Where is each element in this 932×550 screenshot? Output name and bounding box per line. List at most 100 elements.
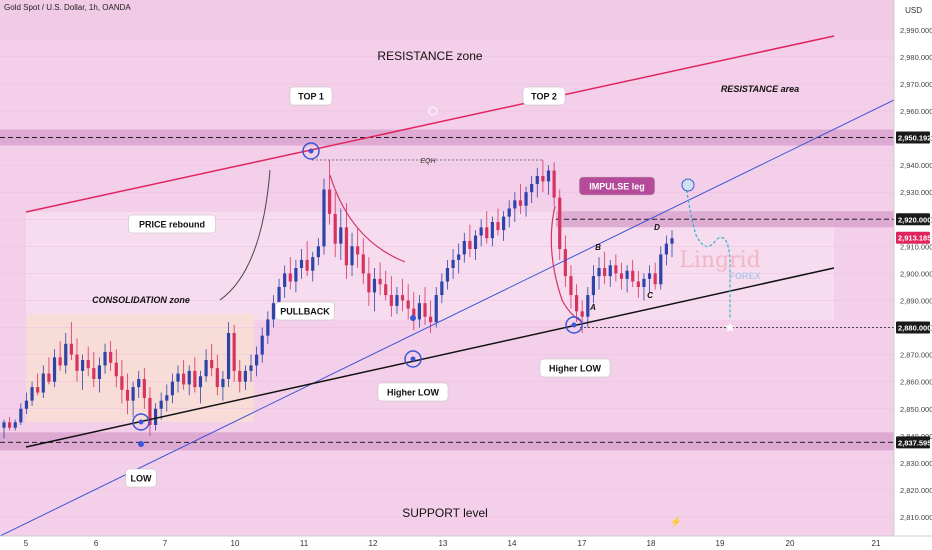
candle-body (569, 276, 573, 296)
higher-low-2-label: Higher LOW (549, 364, 602, 374)
support-level-label: SUPPORT level (402, 506, 488, 520)
candle-body (182, 373, 186, 385)
currency-label: USD (905, 6, 922, 15)
y-tick-label: 2,840.000 (900, 432, 932, 441)
x-tick-label: 11 (300, 539, 309, 548)
candle-body (114, 362, 118, 377)
y-tick-label: 2,860.000 (900, 378, 932, 387)
price-marker-label: 2,837.595 (898, 438, 931, 447)
candle-body (603, 268, 607, 277)
candle-body (434, 295, 438, 323)
y-tick-label: 2,890.000 (900, 296, 932, 305)
candle-body (457, 254, 461, 260)
y-tick-label: 2,980.000 (900, 53, 932, 62)
candle-body (288, 273, 292, 282)
candle-body (75, 354, 79, 371)
impulse-label: IMPULSE leg (589, 182, 645, 192)
candle-body (238, 370, 242, 382)
wave-label-b: B (595, 243, 601, 252)
candle-body (350, 246, 354, 266)
candle-body (80, 360, 85, 371)
candle-body (659, 254, 663, 285)
pullback-label-bg (275, 301, 335, 321)
candle-body (148, 397, 152, 426)
y-tick-label: 2,960.000 (900, 107, 932, 116)
x-tick-label: 6 (94, 539, 99, 548)
pullback-label: PULLBACK (280, 307, 330, 317)
candle-body (19, 408, 23, 423)
y-tick-label: 2,830.000 (900, 459, 932, 468)
price-marker-label: 2,920.000 (898, 215, 931, 224)
candle-body (226, 332, 231, 379)
support-band (0, 432, 894, 451)
pivot-circle (132, 413, 150, 431)
y-tick-label: 2,940.000 (900, 161, 932, 170)
candle-body (490, 221, 494, 239)
candle-body (299, 259, 304, 268)
top-band (0, 0, 894, 40)
candle-body (120, 376, 124, 390)
x-tick-label: 19 (716, 539, 725, 548)
candle-body (395, 295, 399, 306)
candle-body (92, 368, 96, 379)
watermark-sub: FOREX (729, 271, 760, 281)
higher-low-2-label-bg (539, 358, 611, 378)
candle-body (619, 273, 624, 279)
candle-body (580, 311, 584, 317)
candle-body (271, 303, 276, 320)
candle-body (294, 268, 298, 282)
candle-body (283, 273, 287, 287)
x-tick-label: 7 (163, 539, 168, 548)
y-tick-label: 2,850.000 (900, 405, 932, 414)
candle-body (423, 303, 427, 317)
support-trendline (25, 267, 835, 448)
watermark-name: Lingrid (679, 248, 761, 273)
lightning-icon: ⚡ (670, 515, 682, 528)
candle-body (215, 368, 219, 388)
candle-body (339, 227, 343, 244)
pivot-dot (571, 322, 577, 328)
low-label-bg (125, 468, 157, 488)
candle-body (232, 332, 236, 371)
target-star: ★ (724, 319, 737, 335)
pivot-circle (302, 142, 320, 160)
candle-body (378, 278, 382, 285)
consolidation-box (26, 314, 254, 422)
candle-body (30, 387, 34, 401)
eqh-label: EQH (420, 158, 436, 165)
candle-body (591, 276, 596, 296)
candle-body (125, 389, 130, 401)
x-tick-label: 20 (786, 539, 795, 548)
resistance-band (0, 129, 894, 146)
x-tick-label: 17 (578, 539, 587, 548)
resistance-area-label: RESISTANCE area (721, 84, 799, 94)
pullback-arc (329, 174, 406, 263)
rebound-arc (219, 169, 271, 301)
top2-label: TOP 2 (531, 92, 557, 102)
x-tick-label: 18 (647, 539, 656, 548)
wave-label-d: D (654, 223, 660, 232)
candle-body (243, 370, 247, 382)
candle-body (64, 343, 68, 366)
candle-body (546, 170, 551, 182)
y-tick-label: 2,970.000 (900, 80, 932, 89)
candle-body (159, 400, 163, 409)
candle-body (412, 308, 416, 320)
higher-low-1-label-bg (377, 382, 449, 402)
price-marker-bg (896, 213, 930, 226)
candle-body (8, 422, 12, 428)
candle-body (462, 240, 466, 255)
candle-body (552, 170, 556, 198)
candle-body (473, 235, 478, 250)
candle-body (204, 360, 208, 377)
candle-body (260, 335, 264, 355)
candle-body (327, 189, 332, 214)
candle-body (372, 278, 377, 293)
candle-body (255, 354, 259, 366)
candle-body (384, 284, 388, 296)
candle-body (563, 249, 567, 277)
impulse-label-bg (578, 176, 656, 196)
y-tick-label: 2,820.000 (900, 486, 932, 495)
candle-body (58, 357, 62, 366)
candle-body (574, 295, 579, 312)
